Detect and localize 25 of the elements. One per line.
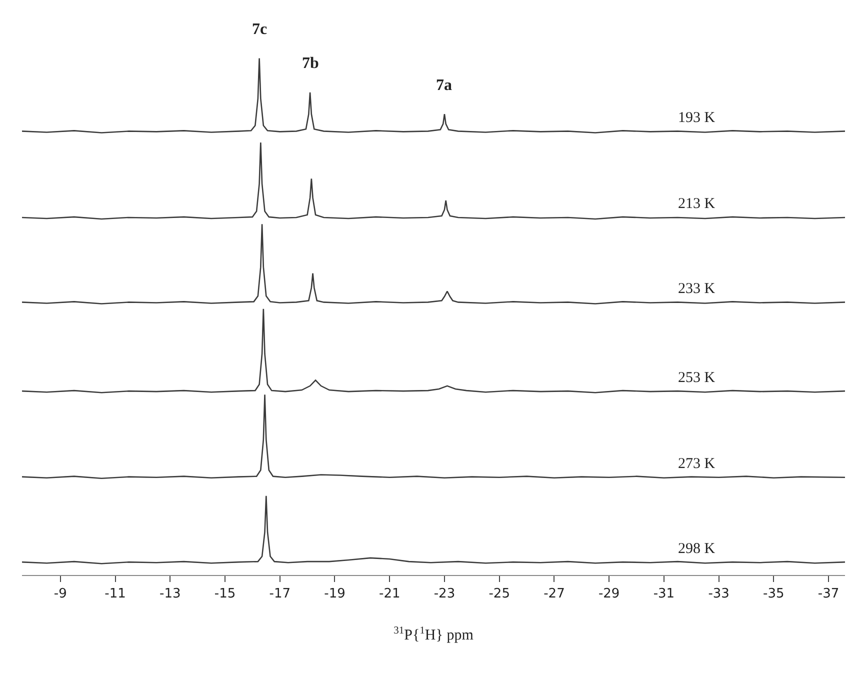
x-axis-title: $^{31}$P{$^{1}$H} ppm <box>394 625 474 644</box>
annotation: 273 K <box>678 456 716 472</box>
annotation: 213 K <box>678 196 716 212</box>
x-tick-label: -23 <box>434 586 456 602</box>
annotation: 7a <box>436 77 452 94</box>
annotation: 7c <box>252 21 268 38</box>
x-tick-label: -27 <box>544 586 565 602</box>
annotation: 298 K <box>678 541 716 557</box>
annotation: 253 K <box>678 370 716 386</box>
x-tick-label: -21 <box>378 586 400 602</box>
x-tick-label: -37 <box>818 586 840 602</box>
x-tick-label: -35 <box>763 586 784 602</box>
x-tick-label: -33 <box>708 586 730 602</box>
x-tick-label: -25 <box>488 586 510 602</box>
annotation: 233 K <box>678 281 716 297</box>
x-tick-label: -13 <box>160 586 181 602</box>
annotation: 7b <box>302 55 319 72</box>
x-tick-label: -15 <box>214 586 236 602</box>
x-tick-label: -31 <box>653 586 675 602</box>
x-tick-label: -17 <box>269 586 290 602</box>
x-tick-label: -19 <box>324 586 346 602</box>
annotation: 193 K <box>678 110 716 126</box>
x-tick-label: -9 <box>54 586 67 602</box>
x-tick-label: -29 <box>598 586 620 602</box>
x-tick-label: -11 <box>104 586 126 602</box>
